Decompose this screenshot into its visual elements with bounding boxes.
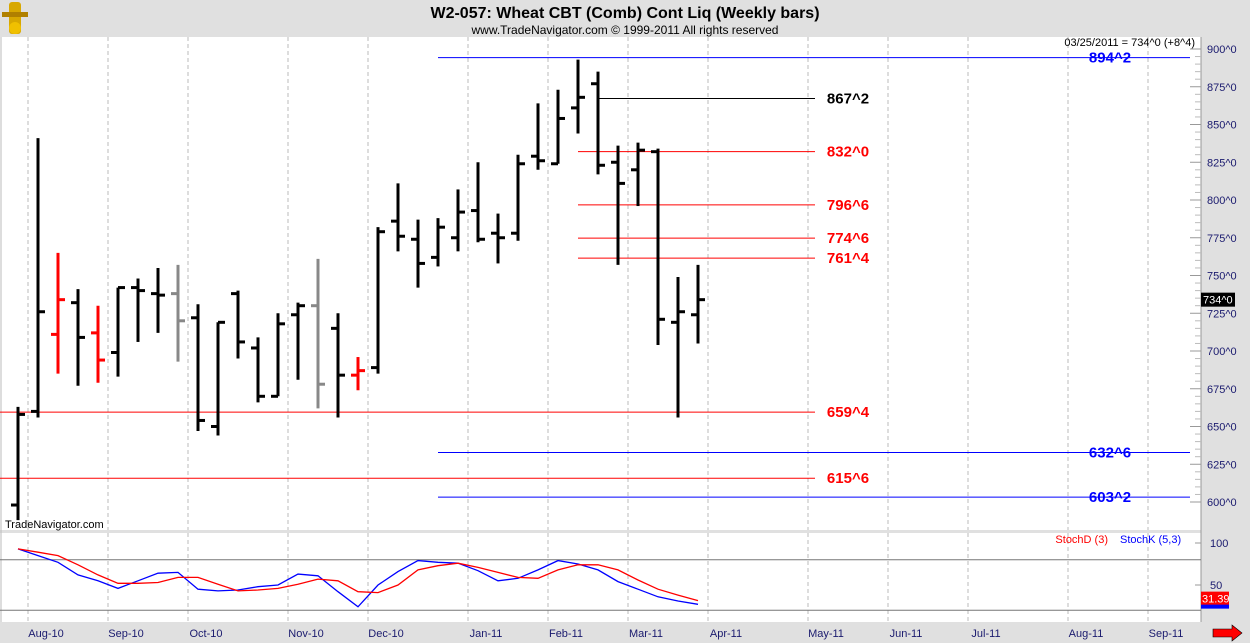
y-tick-label: 900^0 <box>1207 44 1237 56</box>
ohlc-bar <box>71 289 85 386</box>
level-label: 832^0 <box>827 144 869 161</box>
level-label: 774^6 <box>827 230 869 247</box>
ohlc-bar <box>671 277 685 418</box>
x-tick-label: Sep-11 <box>1149 628 1184 640</box>
arrow-right-icon[interactable] <box>1212 624 1243 642</box>
ohlc-bar <box>591 71 605 175</box>
x-tick-label: Mar-11 <box>629 628 663 640</box>
ohlc-bar <box>511 154 525 241</box>
ohlc-bar <box>111 286 125 377</box>
ohlc-bar <box>431 218 445 267</box>
price-levels: 894^2 867^2 832^0 796^6 774^6 761^4 659^4 632^6… <box>0 50 1190 506</box>
watermark: TradeNavigator.com <box>5 519 104 531</box>
y-tick-label: 875^0 <box>1207 82 1237 94</box>
ohlc-bar <box>251 337 265 403</box>
x-tick-label: Dec-10 <box>368 628 403 640</box>
ohlc-bar <box>211 320 225 436</box>
y-tick-label: 625^0 <box>1207 459 1237 471</box>
ohlc-bar <box>491 213 505 264</box>
x-tick-label: Apr-11 <box>710 628 742 640</box>
ohlc-bar <box>231 290 245 359</box>
ohlc-bar <box>91 305 105 383</box>
ohlc-bar <box>31 138 45 418</box>
grid <box>27 37 1149 622</box>
level-label: 659^4 <box>827 404 870 421</box>
y-tick-label: 850^0 <box>1207 120 1237 132</box>
level-label: 632^6 <box>1089 445 1131 462</box>
y-tick-label: 700^0 <box>1207 346 1237 358</box>
ohlc-bar <box>631 142 645 207</box>
stochk-value-badge <box>1201 603 1229 609</box>
level-label: 615^6 <box>827 470 869 487</box>
ohlc-bar <box>411 219 425 288</box>
level-label: 867^2 <box>827 90 869 107</box>
chart-title: W2-057: Wheat CBT (Comb) Cont Liq (Weekl… <box>430 5 819 22</box>
ohlc-bar <box>451 189 465 252</box>
y-tick-label: 750^0 <box>1207 271 1237 283</box>
ohlc-bar <box>191 304 205 432</box>
ohlc-bar <box>611 145 625 265</box>
stochd-line <box>17 548 699 602</box>
ohlc-bar <box>551 89 565 166</box>
x-tick-label: Aug-10 <box>28 628 63 640</box>
x-tick-label: Jul-11 <box>971 628 1000 640</box>
stochastic-indicator: 100 50 31.39 <box>0 538 1230 611</box>
x-tick-label: Nov-10 <box>288 628 323 640</box>
anchor-logo-icon <box>2 2 28 34</box>
x-tick-label: Jan-11 <box>470 628 503 640</box>
ohlc-bar <box>171 264 185 362</box>
ohlc-bar <box>651 148 665 345</box>
level-label: 603^2 <box>1089 489 1131 506</box>
ohlc-bar <box>471 162 485 243</box>
ohlc-bar <box>311 258 325 409</box>
x-tick-label: May-11 <box>808 628 844 640</box>
price-bars <box>11 59 705 521</box>
ohlc-bar <box>11 406 25 521</box>
stoch-y-label: 100 <box>1210 538 1228 550</box>
x-tick-label: Sep-10 <box>108 628 143 640</box>
y-tick-label: 775^0 <box>1207 233 1237 245</box>
ohlc-bar <box>151 267 165 333</box>
legend-stochd: StochD (3) <box>1055 534 1108 546</box>
ohlc-bar <box>571 59 585 134</box>
price-axis: 900^0 875^0 850^0 825^0 800^0 775^0 750^0 725^0… <box>1190 44 1237 509</box>
ohlc-bar <box>131 278 145 342</box>
last-price-note: 03/25/2011 = 734^0 (+8^4) <box>1064 37 1195 49</box>
price-panel <box>0 37 1201 530</box>
y-tick-label: 725^0 <box>1207 308 1237 320</box>
ohlc-bar <box>291 302 305 380</box>
y-tick-label: 600^0 <box>1207 497 1237 509</box>
y-tick-label: 650^0 <box>1207 422 1237 434</box>
stochd-value-label: 31.39 <box>1202 594 1230 606</box>
x-tick-label: Aug-11 <box>1069 628 1104 640</box>
level-label: 761^4 <box>827 250 870 267</box>
logo <box>2 2 28 34</box>
level-label: 796^6 <box>827 197 869 214</box>
ohlc-bar <box>391 183 405 252</box>
x-tick-label: Feb-11 <box>549 628 583 640</box>
legend-stochk: StochK (5,3) <box>1120 534 1181 546</box>
y-tick-label: 825^0 <box>1207 157 1237 169</box>
y-tick-label: 675^0 <box>1207 384 1237 396</box>
ohlc-bar <box>51 252 65 374</box>
x-tick-label: Jun-11 <box>890 628 923 640</box>
ohlc-bar <box>331 313 345 418</box>
copyright: www.TradeNavigator.com © 1999-2011 All r… <box>471 23 779 37</box>
ohlc-bar <box>371 227 385 374</box>
stoch-y-label: 50 <box>1210 580 1222 592</box>
ohlc-bar <box>531 103 545 170</box>
stochd-value-badge <box>1201 591 1229 605</box>
scroll-right-button[interactable] <box>1212 624 1243 642</box>
y-tick-label: 800^0 <box>1207 195 1237 207</box>
ohlc-bar <box>691 264 705 344</box>
level-label: 894^2 <box>1089 50 1131 67</box>
last-price-label: 734^0 <box>1203 295 1233 307</box>
x-tick-label: Oct-10 <box>189 628 222 640</box>
ohlc-bar <box>271 313 285 398</box>
last-price-badge <box>1201 292 1235 307</box>
time-axis: Aug-10 Sep-10 Oct-10 Nov-10 Dec-10 Jan-11 Feb-… <box>28 628 1183 640</box>
ohlc-bar <box>351 357 365 391</box>
